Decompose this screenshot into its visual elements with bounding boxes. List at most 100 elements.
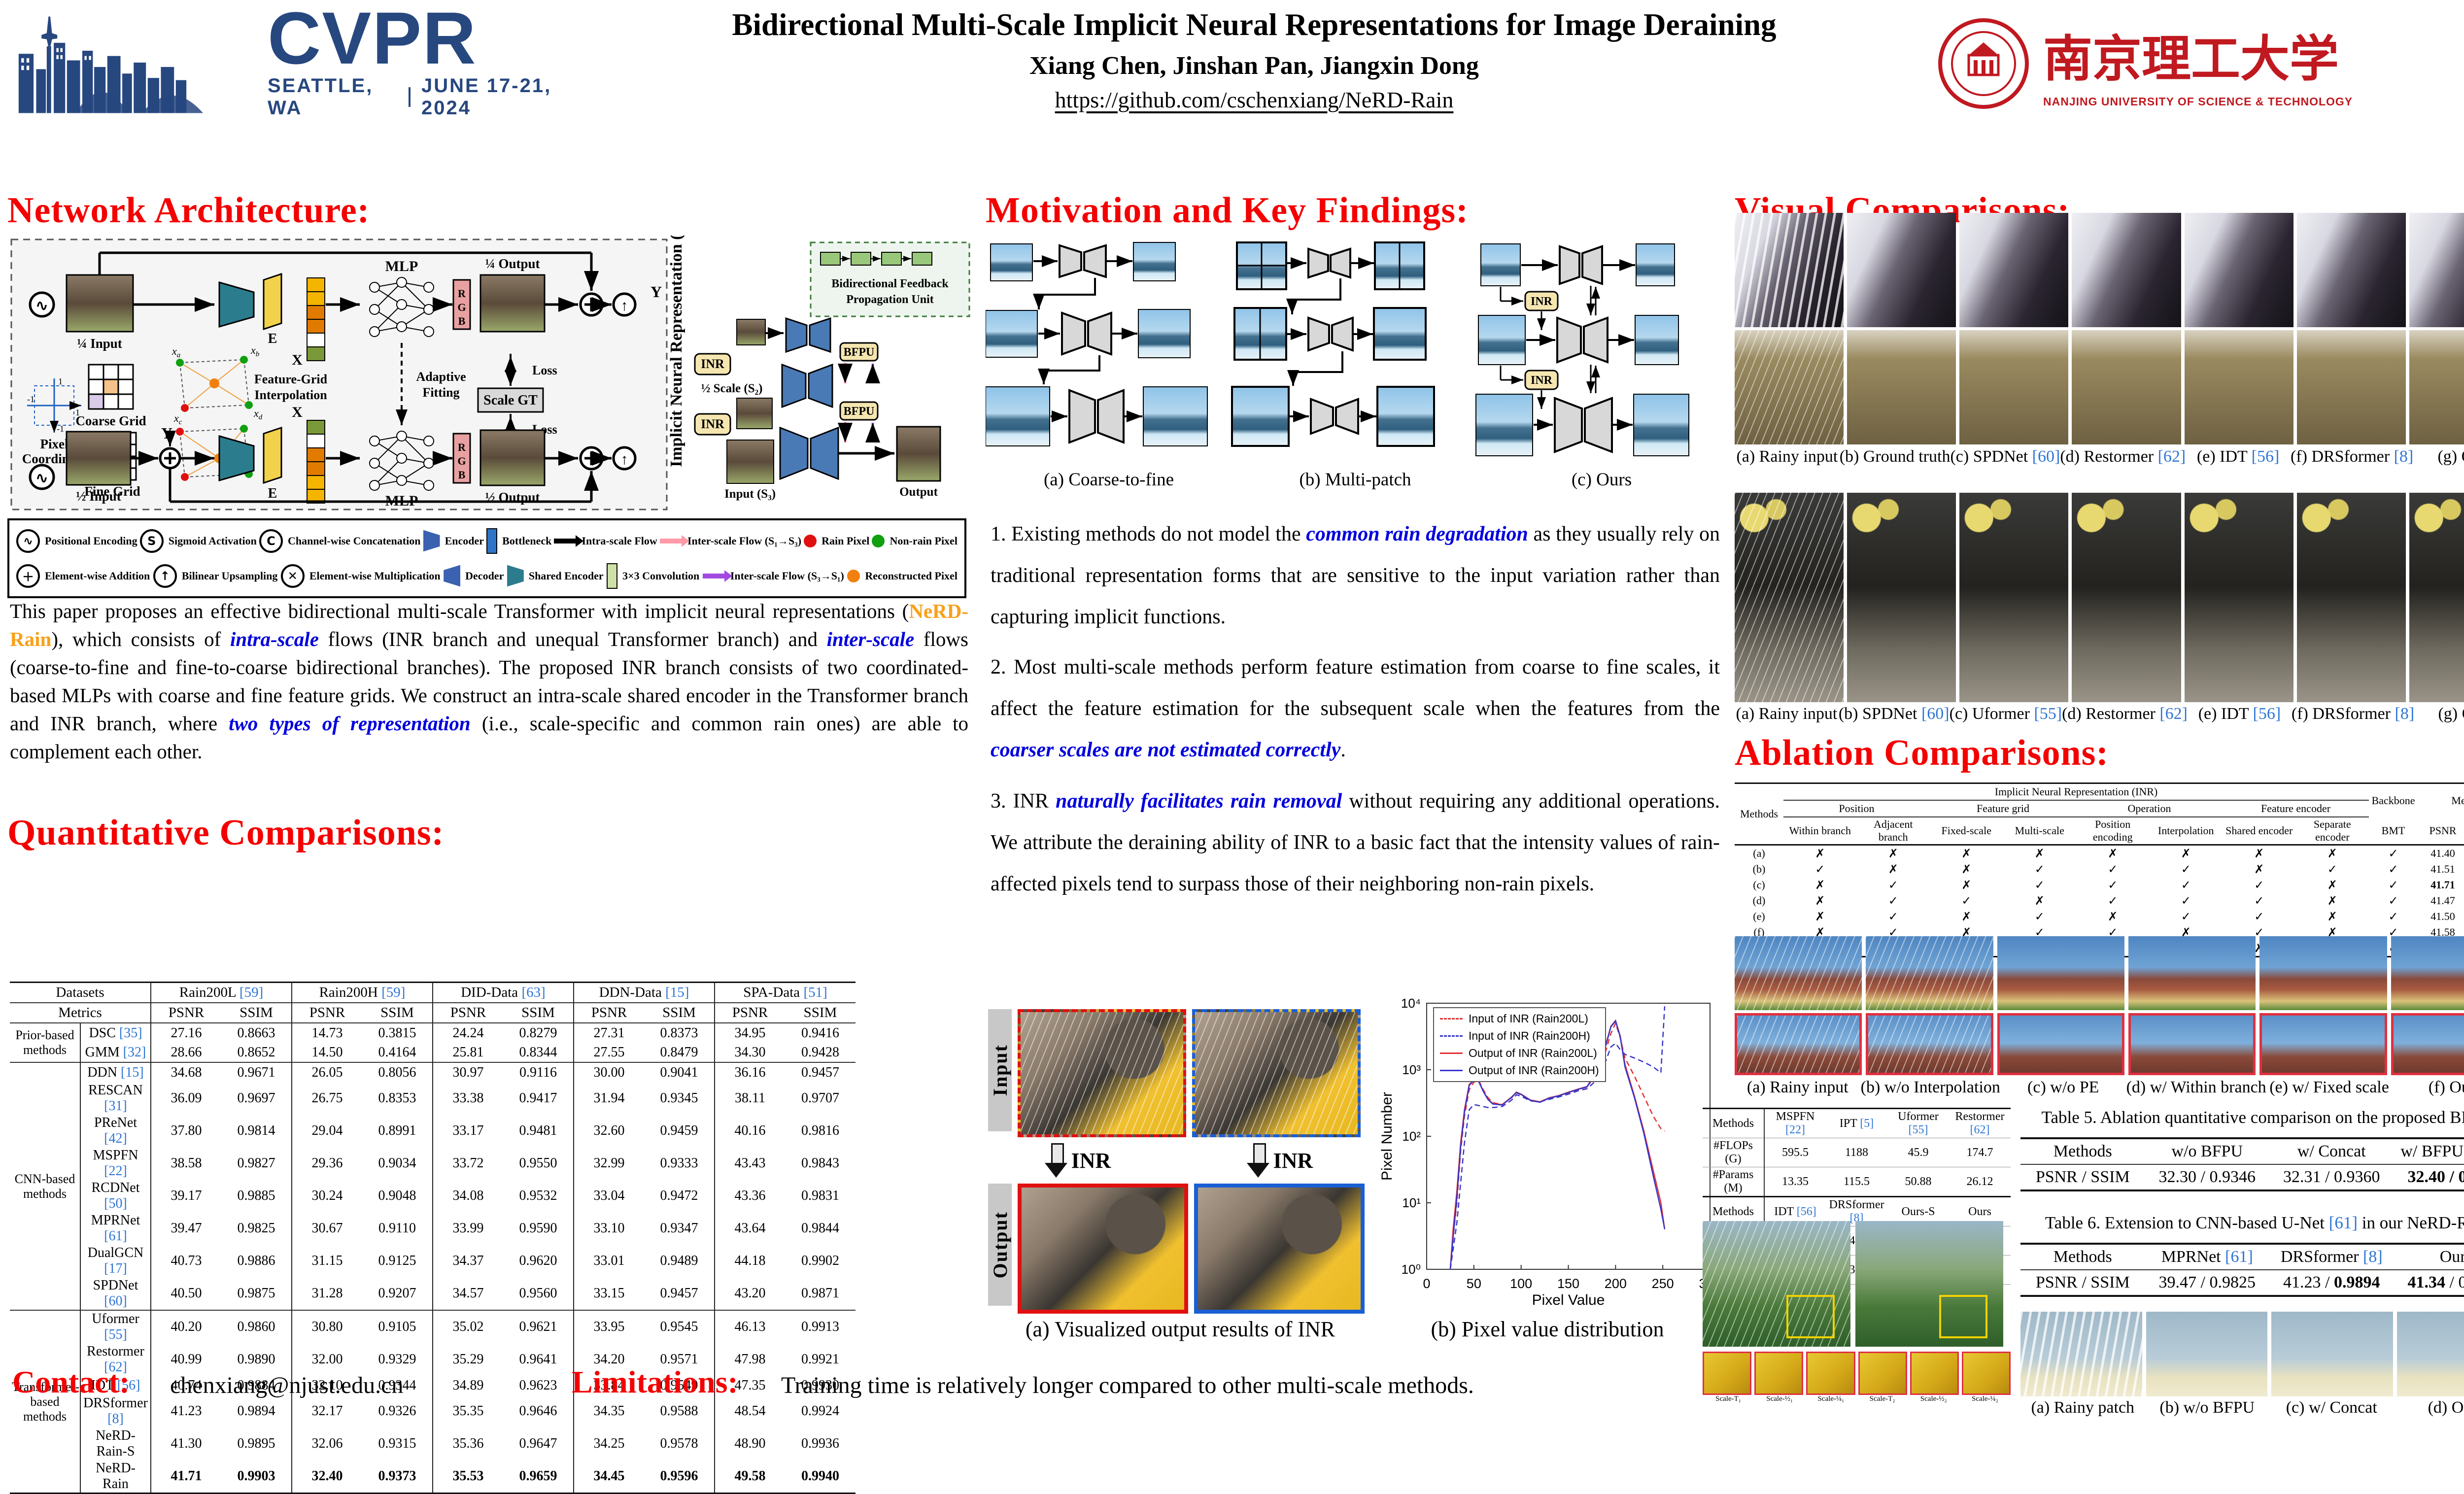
sigmoid-icon: S xyxy=(140,529,164,553)
caption-label: Scale-T₁ xyxy=(1703,1395,1754,1403)
legend-row-2: ＋Element-wise Addition↑Bilinear Upsampli… xyxy=(16,563,958,589)
vc1b-gt xyxy=(1847,330,1956,444)
section-motivation: Motivation and Key Findings: xyxy=(986,190,1469,232)
cvpr-skyline-icon xyxy=(10,6,256,119)
feature-stack-top xyxy=(307,278,325,361)
legend-item: ＋ Element-wise Addition xyxy=(16,564,150,588)
output-photo xyxy=(897,427,940,481)
legend-label: Element-wise Addition xyxy=(45,570,150,582)
adaptive-label-1: Adaptive xyxy=(416,370,466,384)
e-label-bottom: E xyxy=(268,486,277,501)
inr-label-2: INR xyxy=(701,417,724,431)
feature-e-bottom xyxy=(264,428,281,483)
scale-gt-label: Scale GT xyxy=(483,393,538,408)
chart-legend-entry: Output of INR (Rain200H) xyxy=(1440,1064,1599,1077)
half-input-label: ½ Input xyxy=(76,489,121,504)
legend-label: 3×3 Convolution xyxy=(622,570,699,582)
limitations-text: Training time is relatively longer compa… xyxy=(781,1372,1474,1399)
text-segment: flows (INR branch and unequal Transforme… xyxy=(319,628,827,650)
svg-text:150: 150 xyxy=(1557,1276,1579,1291)
add-icon: ＋ xyxy=(16,564,40,588)
vc2-rainy-input xyxy=(1735,493,1844,702)
vc1b-ours xyxy=(2409,330,2464,444)
vc1-ours xyxy=(2409,213,2464,327)
caption-label: (g) Ours xyxy=(2413,447,2464,466)
svg-text:Pixel Value: Pixel Value xyxy=(1532,1292,1605,1308)
quarter-output-label: ¼ Output xyxy=(485,256,540,271)
half-scale-label: ½ Scale (S₂) xyxy=(701,382,763,395)
scale-crop-2 xyxy=(1754,1352,1803,1395)
poster-root: { "header": { "title": "Bidirectional Mu… xyxy=(0,0,2464,1419)
coarse-to-fine-diagram xyxy=(986,242,1207,446)
section-quantitative: Quantitative Comparisons: xyxy=(7,812,444,854)
input-side-label: Input xyxy=(988,1009,1012,1131)
feature-stack-bottom xyxy=(307,420,325,503)
add-icon-top xyxy=(581,294,602,315)
legend-item: Inter-scale Flow (S₁→S₃) xyxy=(660,535,801,547)
bfpu-label-2: BFPU xyxy=(844,405,875,418)
inr-input-photo-rain200l xyxy=(1018,1009,1186,1137)
legend-label: Decoder xyxy=(465,570,504,582)
caption-label: (c) SPDNet [60] xyxy=(1950,447,2060,466)
visual-row1a xyxy=(1735,213,2464,327)
visual-row1b xyxy=(1735,330,2464,444)
inr-arrow-left: INR xyxy=(1018,1143,1141,1178)
bfpu-rainy-patch xyxy=(2020,1312,2142,1396)
svg-text:10²: 10² xyxy=(1402,1129,1421,1144)
legend-label: Intra-scale Flow xyxy=(582,535,657,547)
unet-mid xyxy=(782,365,832,407)
vc1-ground-truth xyxy=(1847,213,1956,327)
multiply-icon: ✕ xyxy=(281,564,305,588)
arrow-black-icon xyxy=(554,539,577,543)
svg-text:-1: -1 xyxy=(57,424,64,434)
visual-row2-labels: (a) Rainy input(b) SPDNet [60](c) Uforme… xyxy=(1735,705,2464,723)
bfpu-label-1: BFPU xyxy=(844,346,875,359)
legend-label: Shared Encoder xyxy=(529,570,604,582)
ours-diagram: INR INR xyxy=(1476,244,1689,456)
pixel-distribution-chart: 05010015020025030010⁰10¹10²10³10⁴Pixel V… xyxy=(1380,995,1725,1313)
abl-crop-ours xyxy=(2391,1013,2464,1075)
table6-caption: Table 6. Extension to CNN-based U-Net [6… xyxy=(2020,1213,2464,1233)
vc1-spdnet xyxy=(1959,213,2068,327)
legend-label: Inter-scale Flow (S₁→S₃) xyxy=(687,535,801,547)
caption-label: (e) IDT [56] xyxy=(2186,447,2291,466)
upsample-icon: ↑ xyxy=(153,564,177,588)
svg-text:1: 1 xyxy=(58,376,63,386)
legend-item: Reconstructed Pixel xyxy=(847,570,958,582)
scale-crop-1 xyxy=(1703,1352,1751,1395)
caption-label: (b) SPDNet [60] xyxy=(1839,705,1950,723)
fgi-label-1: Feature-Grid xyxy=(254,372,328,386)
caption-label: (c) Uformer [55] xyxy=(1950,705,2062,723)
abl-within xyxy=(2128,936,2256,1010)
add-icon-bottom xyxy=(581,447,602,469)
vc1b-drsformer xyxy=(2297,330,2406,444)
table5-caption: Table 5. Ablation quantitative compariso… xyxy=(2020,1108,2464,1127)
input-s3-photo xyxy=(727,440,774,483)
section-ablation: Ablation Comparisons: xyxy=(1735,732,2109,774)
mlp-label-top: MLP xyxy=(385,258,418,274)
loss-label-top: Loss xyxy=(532,363,557,377)
legend-item: Bottleneck xyxy=(486,528,551,554)
scale-crop-5 xyxy=(1910,1352,1959,1395)
text-segment: ), which consists of xyxy=(51,628,230,650)
github-link[interactable]: https://github.com/cschenxiang/NeRD-Rain xyxy=(1055,87,1454,112)
scale-photo-1 xyxy=(1703,1221,1850,1347)
chart-legend: Input of INR (Rain200L)Input of INR (Rai… xyxy=(1433,1007,1606,1082)
unet-small xyxy=(786,318,830,352)
svg-text:10¹: 10¹ xyxy=(1402,1195,1421,1210)
pe-glyph: ∿ xyxy=(35,298,48,314)
quarter-scale-photo xyxy=(737,319,765,345)
caption-label: (d) Restormer [62] xyxy=(2062,705,2188,723)
legend-label: Channel-wise Concatenation xyxy=(288,535,421,547)
legend-item: Inter-scale Flow (S₃→S₁) xyxy=(703,570,844,582)
vc2-spdnet xyxy=(1847,493,1956,702)
pe-glyph-2: ∿ xyxy=(35,470,48,486)
legend-label: Positional Encoding xyxy=(45,535,137,547)
text-segment: naturally facilitates rain removal xyxy=(1056,790,1342,813)
vc1-drsformer xyxy=(2297,213,2406,327)
bfpu-full-label-2: Propagation Unit xyxy=(846,293,934,306)
svg-text:10⁴: 10⁴ xyxy=(1401,996,1421,1011)
coarse-grid-label: Coarse Grid xyxy=(75,413,146,428)
